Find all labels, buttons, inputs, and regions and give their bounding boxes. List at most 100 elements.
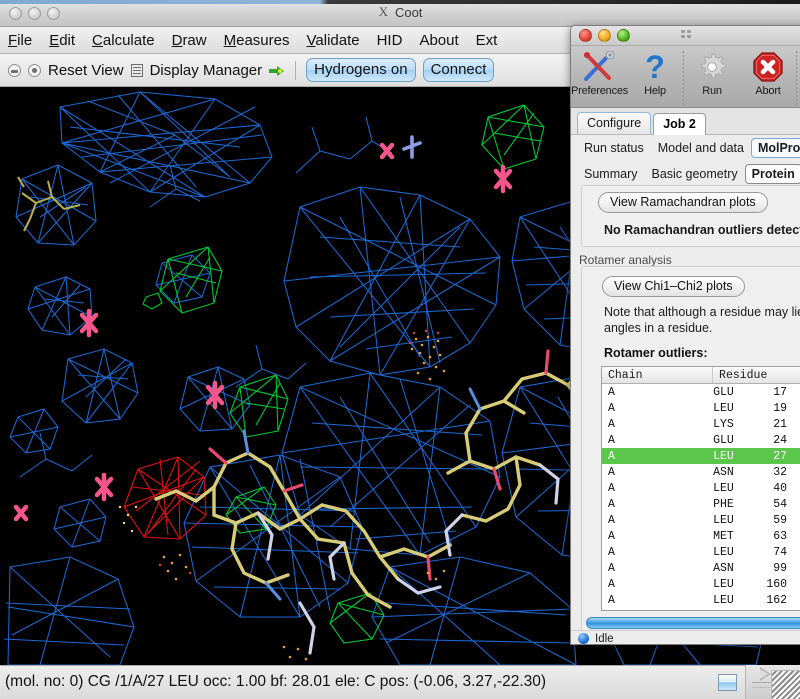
- cell-chain: A: [608, 593, 615, 607]
- minimize-button[interactable]: [28, 7, 41, 20]
- mp-minimize-button[interactable]: [598, 29, 611, 42]
- residue-number: 17: [773, 385, 788, 399]
- menu-file[interactable]: File: [8, 31, 33, 49]
- result-tabs: Run status Model and data MolProbit: [571, 135, 800, 161]
- view-ramachandran-plots-button[interactable]: View Ramachandran plots: [598, 192, 768, 213]
- menu-edit[interactable]: Edit: [49, 31, 76, 49]
- status-indicator-box[interactable]: [718, 674, 737, 691]
- svg-text:?: ?: [645, 51, 665, 83]
- menu-measures[interactable]: Measures: [223, 31, 290, 49]
- scrollbar-thumb[interactable]: [586, 617, 800, 629]
- residue-number: 54: [773, 497, 788, 511]
- cell-chain: A: [608, 529, 615, 543]
- table-row[interactable]: A ASN 32: [602, 464, 800, 480]
- table-row[interactable]: A GLU 17: [602, 384, 800, 400]
- close-button[interactable]: [9, 7, 22, 20]
- molprobity-titlebar[interactable]: [571, 26, 800, 46]
- cell-residue: LYS 21: [713, 418, 800, 431]
- table-row[interactable]: A PHE 54: [602, 496, 800, 512]
- titlebar-grip-icon: [681, 30, 695, 38]
- display-manager-icon: [130, 63, 143, 77]
- table-row[interactable]: A LEU 40: [602, 480, 800, 496]
- molprobity-toolbar: Preferences ? Help: [571, 46, 800, 108]
- hydrogens-on-button[interactable]: Hydrogens on: [306, 58, 416, 82]
- menu-hid[interactable]: HID: [376, 31, 403, 49]
- tab-molprobity[interactable]: MolProbit: [750, 138, 800, 158]
- table-horizontal-scrollbar[interactable]: [585, 616, 800, 630]
- cell-residue: ASN 99: [713, 562, 800, 575]
- preferences-button[interactable]: Preferences: [571, 49, 629, 97]
- mp-close-button[interactable]: [579, 29, 592, 42]
- tab-protein[interactable]: Protein: [744, 163, 800, 184]
- toolbar-divider-2: [796, 51, 797, 105]
- cell-residue: LEU 40: [713, 482, 800, 495]
- display-mode-b-radio[interactable]: [28, 63, 41, 77]
- cell-residue: GLU 24: [713, 434, 800, 447]
- cell-residue: LEU 19: [713, 402, 800, 415]
- view-chi1-chi2-plots-button[interactable]: View Chi1–Chi2 plots: [602, 276, 745, 297]
- cell-chain: A: [608, 561, 615, 575]
- scroll-right-arrow-icon[interactable]: [760, 669, 768, 679]
- menu-draw[interactable]: Draw: [171, 31, 207, 49]
- coot-window-controls[interactable]: [9, 7, 60, 20]
- tab-run-status[interactable]: Run status: [584, 141, 644, 155]
- atom-info-status: (mol. no: 0) CG /1/A/27 LEU occ: 1.00 bf…: [5, 673, 547, 690]
- menu-extensions[interactable]: Ext: [475, 31, 498, 49]
- residue-number: 59: [773, 513, 788, 527]
- menu-calculate[interactable]: Calculate: [92, 31, 155, 49]
- stop-x-icon: [740, 49, 796, 85]
- tab-summary[interactable]: Summary: [584, 166, 638, 181]
- residue-name: PHE: [713, 497, 734, 511]
- cell-residue: LEU 27: [713, 450, 800, 463]
- reset-view-button[interactable]: Reset View: [48, 61, 124, 79]
- cell-residue: MET 63: [713, 530, 800, 543]
- molprobity-statusbar: Idle: [571, 630, 800, 644]
- tab-configure[interactable]: Configure: [577, 112, 652, 134]
- table-row[interactable]: A LEU 74: [602, 544, 800, 560]
- table-row[interactable]: A LEU 27: [602, 448, 800, 464]
- table-row[interactable]: A LEU 160: [602, 576, 800, 592]
- coot-statusbar: (mol. no: 0) CG /1/A/27 LEU occ: 1.00 bf…: [0, 665, 800, 699]
- residue-number: 19: [773, 401, 788, 415]
- table-row[interactable]: A LEU 59: [602, 512, 800, 528]
- table-row[interactable]: A LEU 19: [602, 400, 800, 416]
- column-header-chain[interactable]: Chain: [602, 367, 714, 383]
- run-label: Run: [702, 85, 722, 97]
- column-header-residue[interactable]: Residue: [719, 369, 768, 382]
- menu-about[interactable]: About: [419, 31, 459, 49]
- cell-residue: LEU 59: [713, 514, 800, 527]
- table-row[interactable]: A GLU 24: [602, 432, 800, 448]
- rotamer-outliers-table[interactable]: Chain Residue A GLU 17 A LEU 19 A LYS 21 A GLU 24 A L…: [601, 366, 800, 611]
- run-button[interactable]: Run: [684, 49, 740, 97]
- table-row[interactable]: A LYS 21: [602, 416, 800, 432]
- display-manager-button[interactable]: Display Manager: [149, 61, 263, 79]
- residue-number: 27: [773, 449, 788, 463]
- display-mode-a-radio[interactable]: [8, 63, 21, 77]
- window-resize-grip[interactable]: [771, 670, 800, 699]
- status-dot-icon: [578, 633, 589, 644]
- tab-job-2[interactable]: Job 2: [653, 113, 706, 135]
- molprobity-window-controls[interactable]: [579, 29, 630, 42]
- ramachandran-message: No Ramachandran outliers detecte: [604, 223, 800, 237]
- zoom-button[interactable]: [47, 7, 60, 20]
- menu-validate[interactable]: Validate: [306, 31, 360, 49]
- residue-name: GLU: [713, 433, 734, 447]
- residue-name: LEU: [713, 593, 734, 607]
- cell-residue: LEU 160: [713, 578, 800, 591]
- connect-button[interactable]: Connect: [422, 58, 495, 82]
- residue-number: 21: [773, 417, 788, 431]
- help-button[interactable]: ? Help: [627, 49, 683, 97]
- table-row[interactable]: A ASN 99: [602, 560, 800, 576]
- abort-button[interactable]: Abort: [740, 49, 796, 97]
- tab-model-and-data[interactable]: Model and data: [657, 141, 744, 155]
- tab-basic-geometry[interactable]: Basic geometry: [651, 166, 738, 181]
- preferences-label: Preferences: [571, 85, 629, 97]
- residue-number: 40: [773, 481, 788, 495]
- toolbar-separator: [295, 60, 297, 80]
- table-row[interactable]: A LEU 162: [602, 592, 800, 608]
- mp-zoom-button[interactable]: [617, 29, 630, 42]
- table-row[interactable]: A MET 63: [602, 528, 800, 544]
- go-to-atom-icon[interactable]: [269, 64, 285, 76]
- water-crosses: [13, 142, 513, 522]
